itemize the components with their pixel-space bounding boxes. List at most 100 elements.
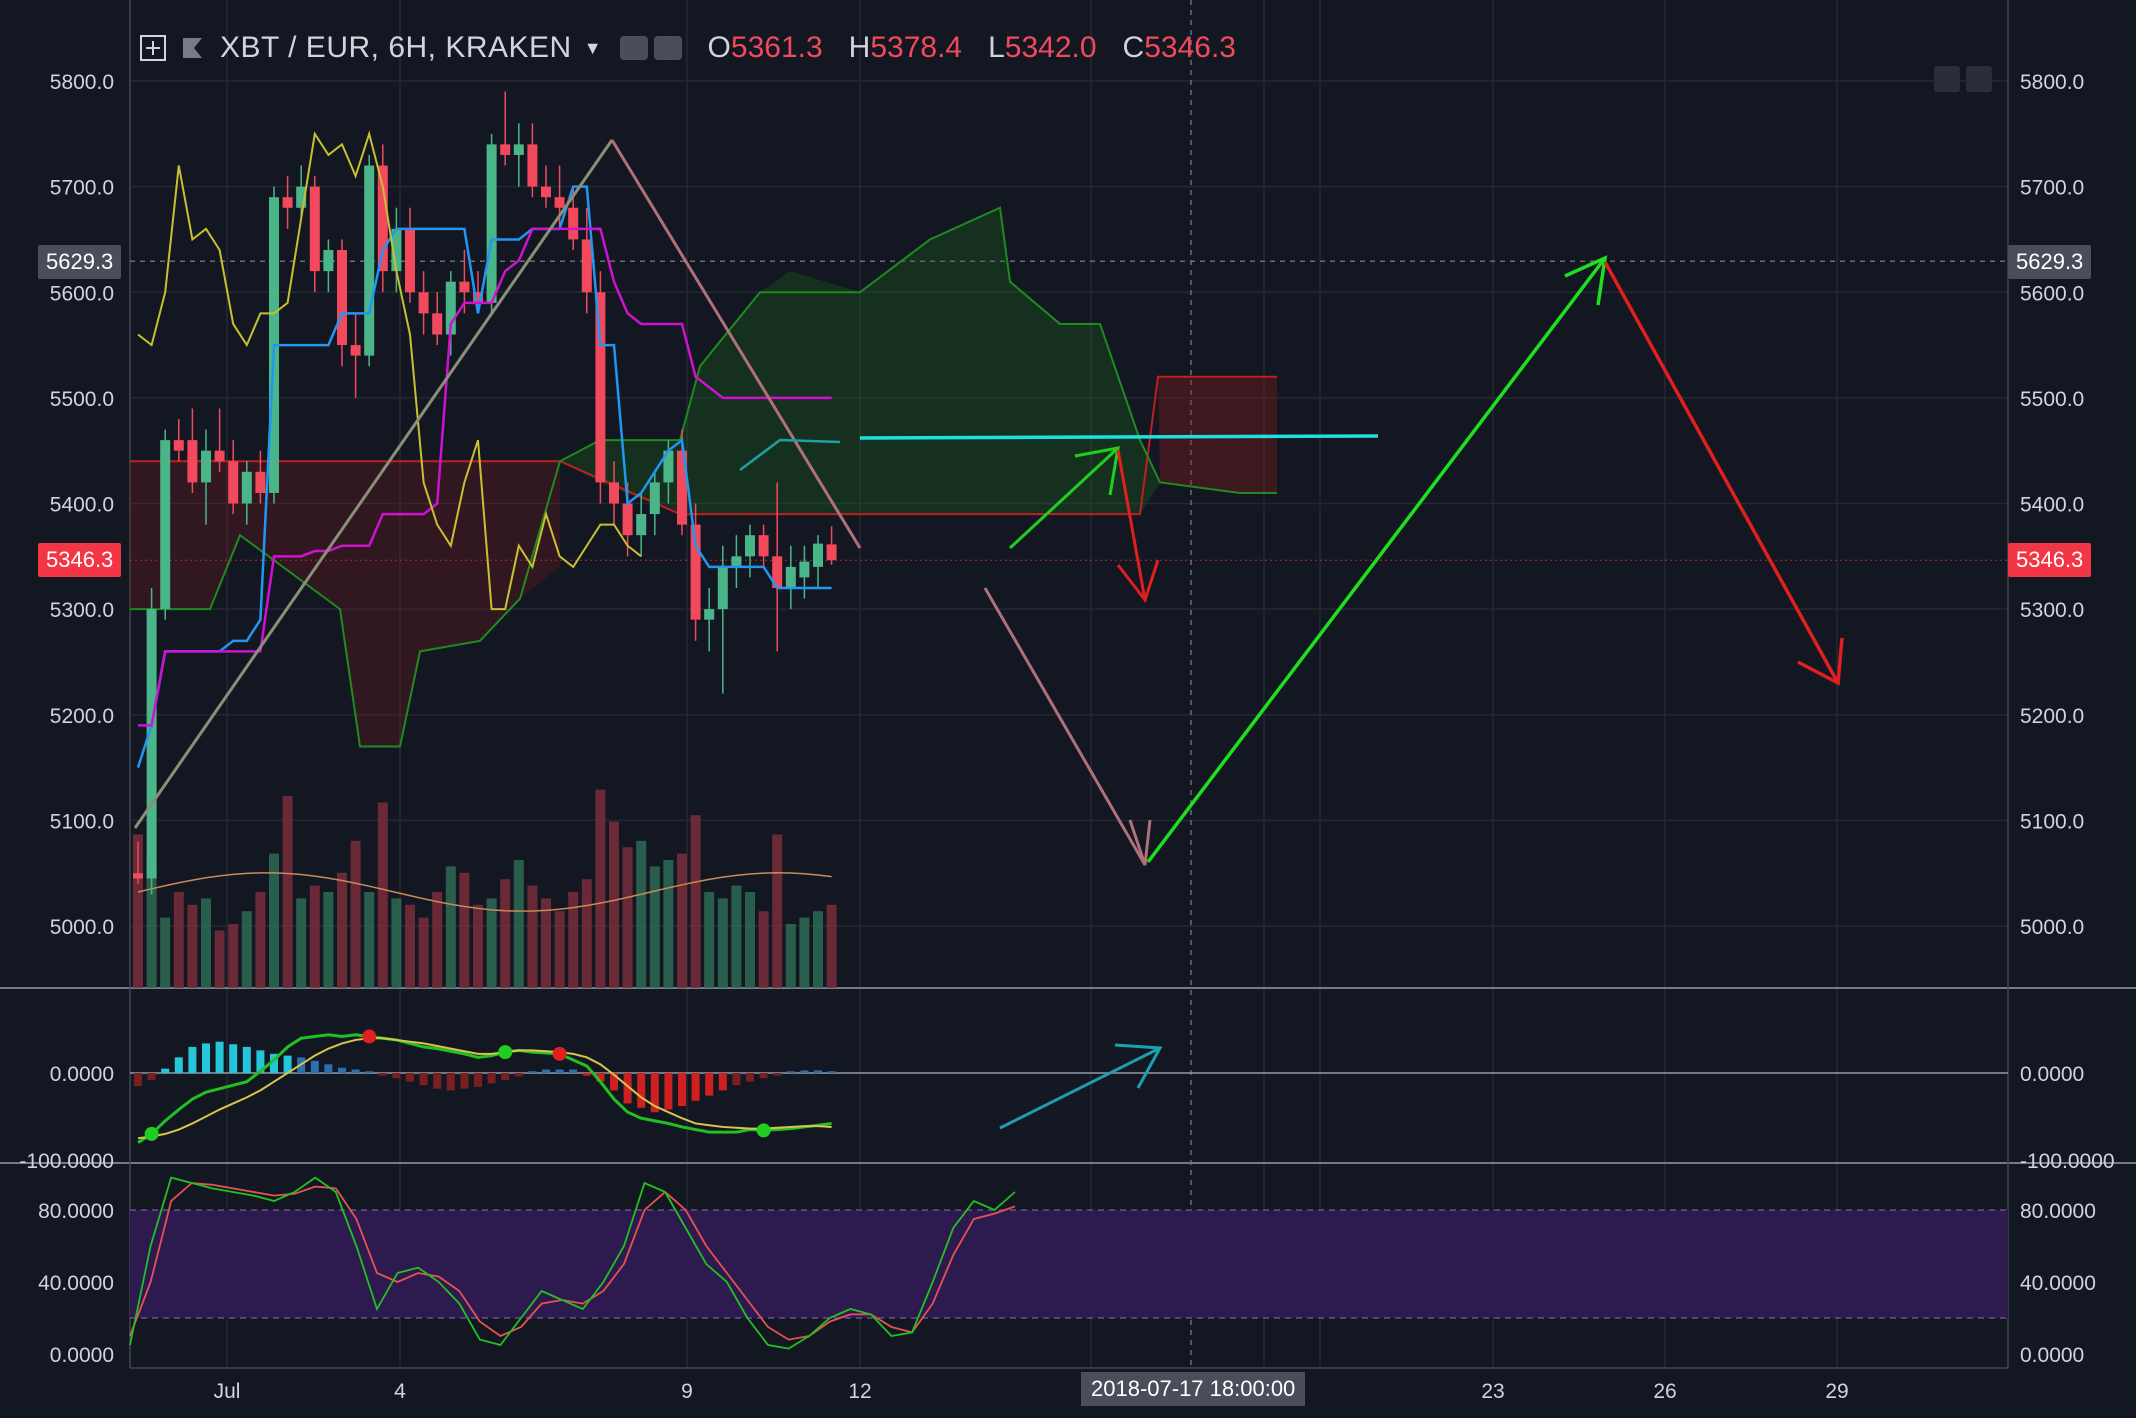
- volume-bar: [609, 821, 619, 988]
- axes: 5000.0 5000.0 5100.0 5100.0 5200.0 5200.0 5300…: [19, 71, 2114, 1403]
- candle-body: [255, 471, 266, 493]
- eye-icon[interactable]: [619, 36, 648, 60]
- macd-histogram-bar: [487, 1073, 496, 1084]
- candle-body: [133, 873, 143, 879]
- y-tick-label-left: 5000.0: [50, 916, 114, 939]
- candle-body: [377, 165, 388, 272]
- y-tick-label-left: 5100.0: [50, 810, 114, 833]
- add-symbol-icon[interactable]: [140, 35, 166, 61]
- candle-body: [690, 524, 701, 620]
- volume-bar: [173, 892, 184, 988]
- volume-bar: [160, 917, 171, 988]
- volume-bar: [445, 866, 456, 988]
- senkou-a-line: [130, 206, 1277, 748]
- crosshair-price-tag-left: 5629.3: [38, 245, 122, 279]
- green-arrow-long: [1146, 256, 1607, 864]
- candle-body: [309, 186, 320, 272]
- y-tick-label-right: 5600.0: [2020, 282, 2084, 305]
- macd-cross-dot: [144, 1126, 159, 1141]
- volume-bar: [649, 866, 660, 988]
- resistance-line: [859, 434, 1379, 440]
- chart-header: XBT / EUR, 6H, KRAKEN ▼ O 5361.3 H 5378.…: [140, 28, 1258, 68]
- candle-body: [677, 450, 687, 525]
- y-tick-label-left: 5400.0: [50, 494, 114, 517]
- y-tick-label-right: 5400.0: [2020, 494, 2084, 517]
- symbol-label[interactable]: XBT / EUR, 6H, KRAKEN: [220, 31, 572, 64]
- volume-bar: [785, 924, 796, 988]
- volume-bar: [201, 898, 211, 988]
- candle-body: [704, 609, 715, 620]
- stoch-k-line: [129, 1176, 1016, 1350]
- candle-body: [500, 144, 511, 155]
- open-label: O: [707, 31, 731, 64]
- macd-histogram-bar: [215, 1041, 224, 1073]
- candle-body: [772, 556, 783, 588]
- volume-bar: [282, 796, 293, 988]
- macd-histogram-bar: [650, 1073, 659, 1113]
- y-tick-label-right: 5700.0: [2020, 177, 2084, 200]
- macd-histogram-bar: [310, 1060, 319, 1073]
- trend-line-up: [133, 139, 614, 829]
- candle-body: [296, 186, 307, 208]
- gear-icon[interactable]: [653, 36, 682, 60]
- high-label: H: [848, 31, 871, 64]
- macd-signal-line: [137, 1037, 832, 1140]
- candle-body: [350, 345, 361, 356]
- macd-histogram-bar: [718, 1073, 727, 1091]
- y-tick-label-left: 5500.0: [50, 388, 114, 411]
- flag-icon[interactable]: [180, 35, 206, 61]
- y-tick-label-left: 5800.0: [50, 71, 114, 94]
- x-tick-label: 12: [848, 1380, 871, 1403]
- chevron-down-icon[interactable]: ▼: [583, 37, 602, 58]
- macd-projection-arrowhead: [1114, 1043, 1163, 1089]
- red-arrow-long-head: [1797, 637, 1844, 686]
- volume-bar: [581, 879, 592, 988]
- volume-bar: [568, 892, 579, 988]
- volume-bar: [473, 904, 483, 988]
- scroll-end-icon[interactable]: [1966, 66, 1992, 92]
- candle-body: [513, 144, 524, 155]
- volume-bar: [554, 911, 565, 988]
- macd-histogram-bar: [610, 1073, 618, 1091]
- scroll-down-icon[interactable]: [1934, 66, 1960, 92]
- volume-bar: [527, 885, 538, 988]
- trend-line-down: [610, 139, 862, 549]
- volume-bar: [758, 911, 769, 988]
- candle-body: [745, 535, 755, 557]
- cloud-bear-future: [1158, 376, 1277, 493]
- macd-cross-dot: [756, 1123, 771, 1138]
- candle-body: [160, 440, 171, 610]
- macd-pane: [130, 1029, 2008, 1144]
- high-value: 5378.4: [870, 31, 963, 64]
- x-tick-label: 9: [681, 1380, 693, 1403]
- candle-body: [568, 207, 579, 240]
- volume-bar: [459, 872, 470, 988]
- volume-bar: [813, 911, 823, 988]
- candle-body: [282, 197, 293, 208]
- stoch-tick-label-left: 80.0000: [38, 1200, 114, 1223]
- macd-histogram-bar: [229, 1044, 238, 1073]
- volume-bar: [391, 898, 402, 988]
- volume-bar: [541, 898, 551, 988]
- macd-histogram-bar: [188, 1046, 197, 1073]
- candle-body: [758, 535, 769, 557]
- candle-body: [663, 450, 674, 483]
- volume-bar: [405, 904, 415, 988]
- volume-bar: [228, 924, 239, 988]
- candle-body: [527, 144, 538, 187]
- volume-bar: [309, 885, 320, 988]
- candle-body: [717, 566, 728, 610]
- ichimoku-lines: [136, 130, 832, 768]
- x-tick-label: 4: [394, 1380, 406, 1403]
- macd-histogram-bar: [202, 1043, 210, 1073]
- macd-tick-label-right: 0.0000: [2020, 1063, 2084, 1086]
- candle-body: [364, 165, 375, 356]
- macd-projection-arrow: [999, 1046, 1161, 1130]
- candle-body: [541, 186, 551, 198]
- macd-histogram-bar: [637, 1073, 646, 1108]
- volume-bar: [595, 789, 606, 988]
- candle-body: [201, 450, 211, 483]
- candle-body: [418, 292, 429, 314]
- macd-histogram-bar: [800, 1070, 809, 1073]
